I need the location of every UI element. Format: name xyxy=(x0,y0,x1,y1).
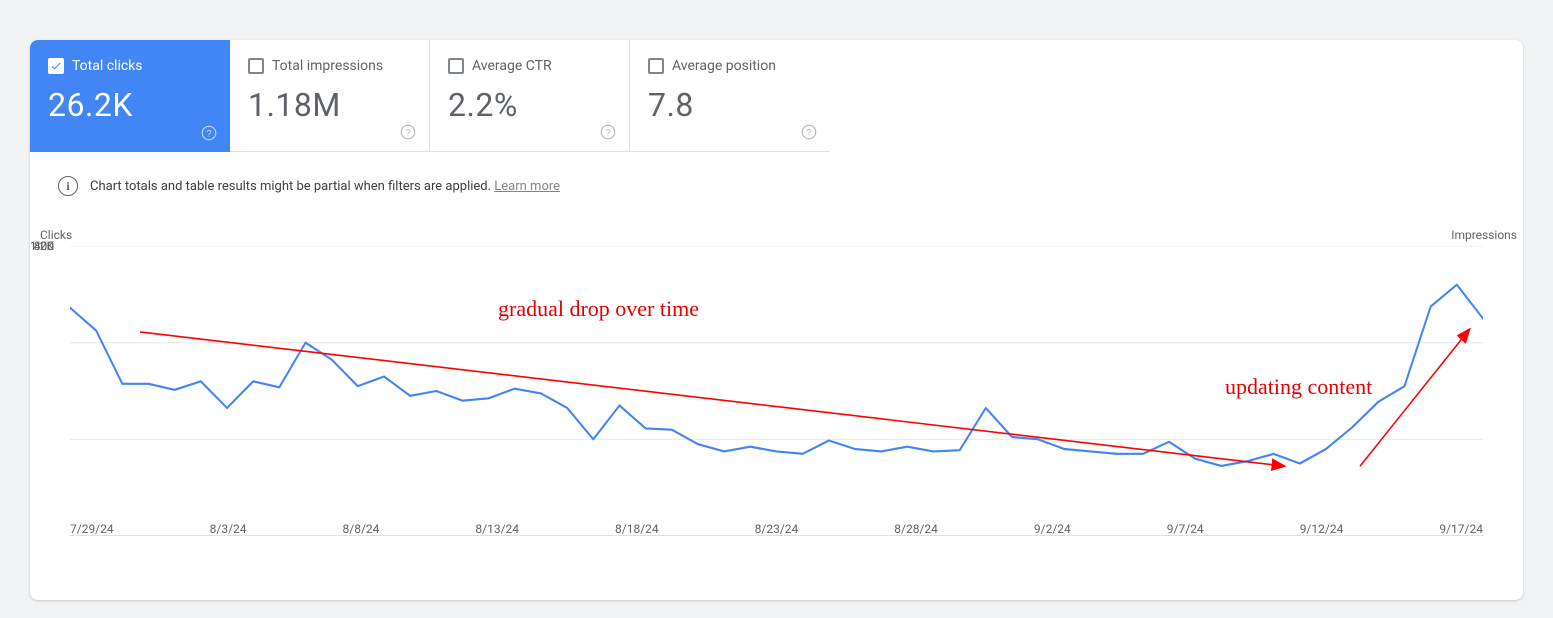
metric-total-impressions[interactable]: Total impressions 1.18M ? xyxy=(230,40,430,152)
checkbox-unchecked-icon xyxy=(648,58,664,74)
help-icon[interactable]: ? xyxy=(599,123,617,141)
help-icon[interactable]: ? xyxy=(200,124,218,142)
learn-more-link[interactable]: Learn more xyxy=(494,179,560,194)
x-axis-labels: 7/29/24 8/3/24 8/8/24 8/13/24 8/18/24 8/… xyxy=(70,522,1483,536)
metric-average-ctr[interactable]: Average CTR 2.2% ? xyxy=(430,40,630,152)
x-tick: 8/18/24 xyxy=(615,522,659,536)
svg-text:?: ? xyxy=(405,127,410,137)
info-text-content: Chart totals and table results might be … xyxy=(90,179,491,194)
metric-header: Average CTR xyxy=(448,58,611,74)
x-tick: 9/2/24 xyxy=(1034,522,1071,536)
x-tick: 8/13/24 xyxy=(475,522,519,536)
checkbox-unchecked-icon xyxy=(248,58,264,74)
metric-header: Average position xyxy=(648,58,812,74)
svg-text:?: ? xyxy=(806,127,811,137)
info-text: Chart totals and table results might be … xyxy=(90,179,560,194)
svg-text:?: ? xyxy=(605,127,610,137)
metric-value: 7.8 xyxy=(648,86,812,124)
annotation-drop: gradual drop over time xyxy=(498,296,699,322)
chart-area: Clicks Impressions 1.2K 800 400 0 xyxy=(30,208,1523,228)
metric-value: 1.18M xyxy=(248,86,411,124)
x-tick: 7/29/24 xyxy=(70,522,114,536)
x-tick: 8/3/24 xyxy=(210,522,247,536)
y-tick: 0 xyxy=(47,239,54,253)
help-icon[interactable]: ? xyxy=(800,123,818,141)
x-tick: 9/7/24 xyxy=(1167,522,1204,536)
metric-value: 26.2K xyxy=(48,86,212,124)
y-axis-title-right: Impressions xyxy=(1451,228,1517,242)
metric-value: 2.2% xyxy=(448,86,611,124)
metric-average-position[interactable]: Average position 7.8 ? xyxy=(630,40,830,152)
x-tick: 8/8/24 xyxy=(343,522,380,536)
svg-text:?: ? xyxy=(206,128,211,138)
metric-label: Total clicks xyxy=(72,58,143,74)
checkbox-checked-icon xyxy=(48,58,64,74)
metric-label: Average position xyxy=(672,58,776,74)
metrics-row: Total clicks 26.2K ? Total impressions 1… xyxy=(30,40,1523,152)
help-icon[interactable]: ? xyxy=(399,123,417,141)
x-tick: 8/23/24 xyxy=(755,522,799,536)
metric-total-clicks[interactable]: Total clicks 26.2K ? xyxy=(30,40,230,152)
info-banner: i Chart totals and table results might b… xyxy=(30,152,1523,208)
metric-label: Average CTR xyxy=(472,58,552,74)
metric-header: Total clicks xyxy=(48,58,212,74)
x-tick: 9/17/24 xyxy=(1439,522,1483,536)
x-tick: 9/12/24 xyxy=(1300,522,1344,536)
x-tick: 8/28/24 xyxy=(894,522,938,536)
metric-header: Total impressions xyxy=(248,58,411,74)
info-icon: i xyxy=(58,176,78,196)
performance-card: Total clicks 26.2K ? Total impressions 1… xyxy=(30,40,1523,600)
metric-label: Total impressions xyxy=(272,58,383,74)
chart-svg-container: gradual drop over time updating content xyxy=(70,246,1483,536)
annotation-update: updating content xyxy=(1225,374,1372,400)
checkbox-unchecked-icon xyxy=(448,58,464,74)
